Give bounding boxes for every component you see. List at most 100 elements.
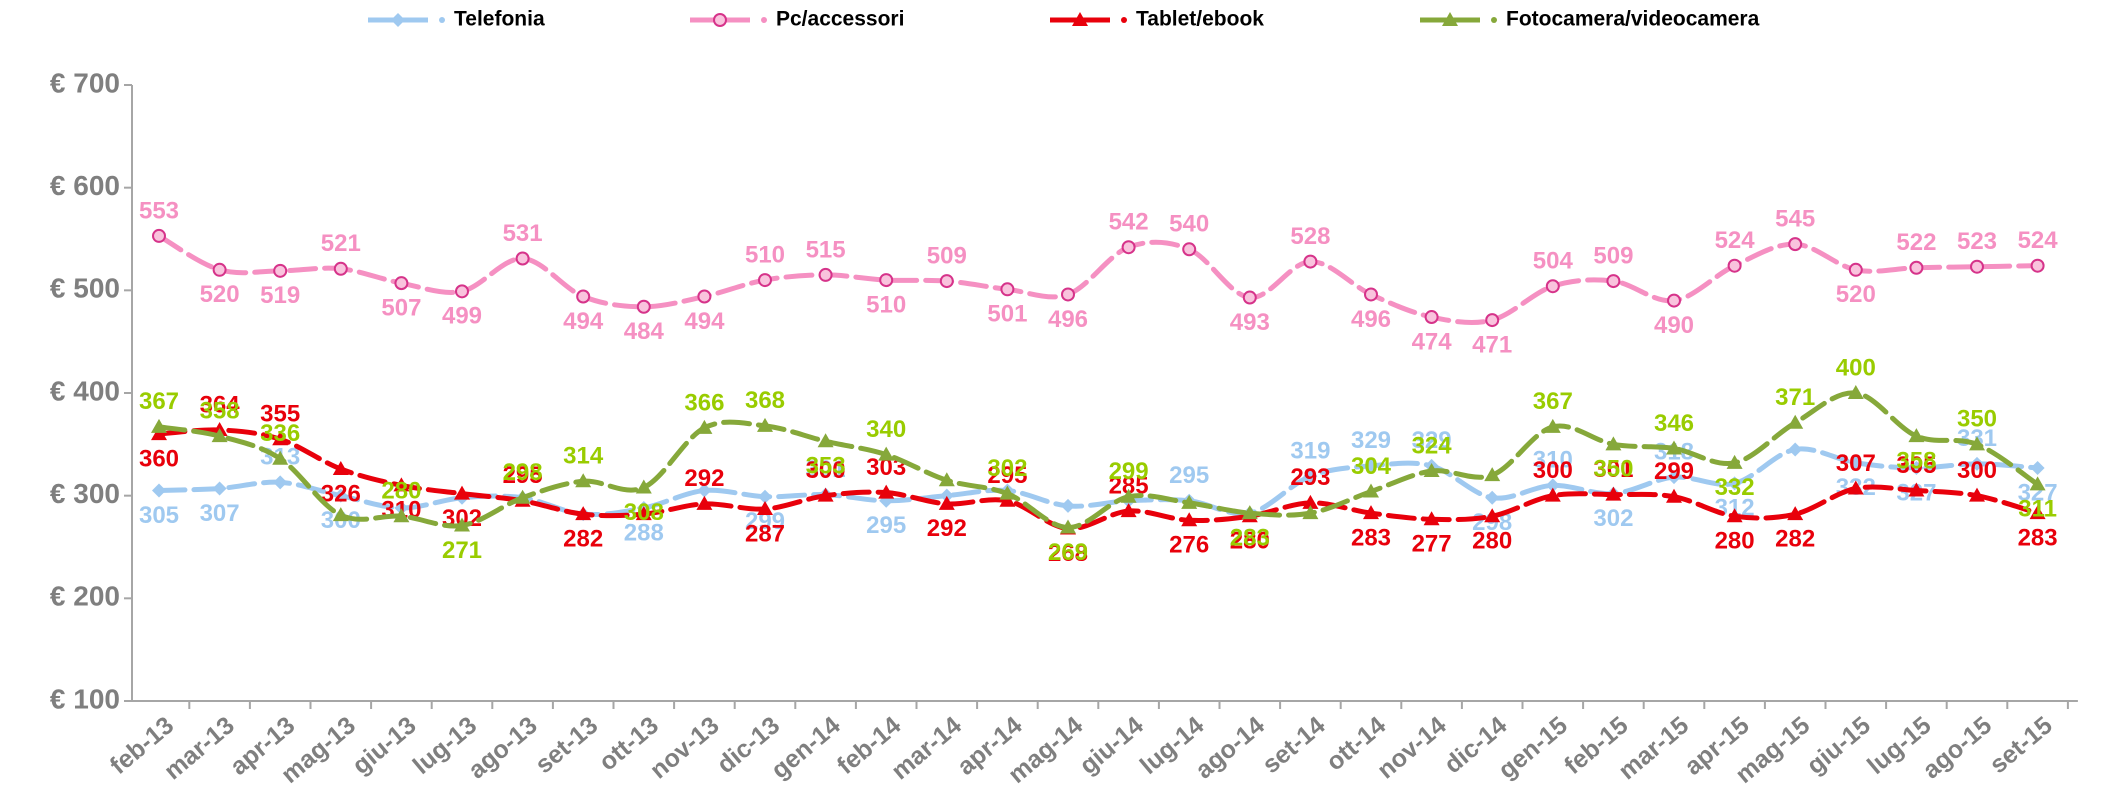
- data-label: 368: [745, 387, 785, 414]
- data-label: 329: [1351, 427, 1391, 454]
- x-tick-label: nov-14: [1372, 711, 1452, 784]
- legend-dot: [1121, 17, 1127, 23]
- data-label: 367: [139, 388, 179, 415]
- data-point: [1969, 436, 1985, 451]
- data-point: [1727, 476, 1742, 491]
- data-point: [817, 487, 834, 502]
- data-point: [1302, 494, 1319, 509]
- data-point: [1908, 428, 1925, 443]
- data-label: 292: [684, 465, 724, 492]
- x-tick-label: set-13: [530, 711, 603, 779]
- data-point: [817, 433, 834, 448]
- series-line: [156, 446, 2041, 518]
- data-label: 301: [1593, 456, 1633, 483]
- x-tick-label: gen-15: [1493, 711, 1573, 784]
- data-point: [879, 273, 894, 288]
- data-point: [1667, 293, 1681, 308]
- data-point: [757, 501, 773, 516]
- data-label: 520: [1836, 281, 1876, 308]
- data-label: 308: [624, 499, 664, 526]
- series: 553 520 519 521 507 499 531 494 484 494 510 515 510 5…: [139, 197, 2058, 358]
- data-label: 522: [1896, 229, 1936, 256]
- data-label: 299: [1654, 458, 1694, 485]
- legend-label: Fotocamera/videocamera: [1506, 8, 1760, 31]
- data-point: [394, 500, 409, 515]
- data-label: 355: [260, 401, 300, 428]
- data-label: 336: [260, 420, 300, 447]
- data-label: 292: [927, 515, 967, 542]
- data-label: 307: [1836, 450, 1876, 477]
- data-point: [818, 267, 833, 282]
- data-label: 271: [442, 537, 482, 564]
- data-label: 524: [2018, 227, 2059, 254]
- data-label: 499: [442, 303, 482, 330]
- data-label: 283: [1351, 524, 1391, 551]
- y-tick-label: € 300: [50, 478, 120, 509]
- series-line: [156, 233, 2041, 326]
- y-tick-label: € 200: [50, 581, 120, 612]
- data-point: [939, 274, 954, 289]
- data-point: [1484, 467, 1501, 482]
- data-label: 302: [1593, 505, 1633, 532]
- data-point: [393, 477, 410, 492]
- data-point: [1545, 279, 1560, 294]
- data-point: [575, 506, 592, 521]
- data-point: [1666, 440, 1682, 455]
- data-label: 350: [1593, 456, 1633, 483]
- data-point: [332, 507, 349, 522]
- data-label: 501: [987, 301, 1027, 328]
- data-label: 510: [745, 241, 785, 268]
- data-point: [2029, 476, 2046, 491]
- data-point: [394, 276, 409, 291]
- data-label: 519: [260, 282, 300, 309]
- data-label: 496: [1048, 306, 1088, 333]
- data-point: [1847, 385, 1864, 399]
- legend-dot: [1491, 17, 1497, 23]
- data-label: 280: [1472, 528, 1512, 555]
- data-point: [878, 446, 895, 461]
- data-label: 329: [1412, 427, 1452, 454]
- series-line: [156, 390, 2041, 530]
- legend-item: Tablet/ebook: [1050, 8, 1264, 31]
- data-point: [1727, 258, 1742, 273]
- data-label: 350: [1957, 406, 1997, 433]
- data-point: [1667, 470, 1681, 485]
- data-label: 493: [1230, 309, 1270, 336]
- data-point: [272, 450, 289, 465]
- data-point: [455, 284, 469, 299]
- data-point: [1969, 487, 1985, 502]
- data-label: 300: [1957, 457, 1997, 484]
- data-point: [1848, 455, 1863, 470]
- data-point: [1605, 486, 1622, 501]
- data-point: [273, 475, 288, 490]
- data-label: 283: [1230, 524, 1270, 551]
- data-point: [1970, 456, 1984, 471]
- data-point: [1303, 254, 1318, 269]
- x-tick-label: ago-14: [1190, 711, 1270, 784]
- data-label: 358: [1896, 447, 1936, 474]
- x-tick-label: mar-13: [159, 711, 240, 785]
- data-point: [514, 489, 531, 504]
- data-label: 287: [745, 520, 785, 547]
- x-tick-label: giu-13: [347, 711, 421, 780]
- y-tick-label: € 700: [50, 67, 120, 98]
- data-point: [757, 417, 773, 432]
- data-label: 504: [1533, 248, 1574, 275]
- legend-item: Fotocamera/videocamera: [1420, 8, 1760, 31]
- x-tick-label: mar-15: [1613, 711, 1694, 785]
- data-point: [212, 481, 227, 496]
- data-point: [1909, 460, 1924, 475]
- data-label: 496: [1351, 306, 1391, 333]
- data-label: 340: [866, 416, 906, 443]
- data-label: 400: [1836, 354, 1876, 381]
- data-label: 531: [503, 220, 543, 247]
- series-line: [156, 427, 2041, 532]
- data-label: 520: [200, 281, 240, 308]
- data-point: [2030, 460, 2045, 475]
- data-point: [938, 472, 955, 487]
- data-label: 540: [1169, 211, 1209, 238]
- legend-label: Tablet/ebook: [1136, 8, 1264, 31]
- y-tick-label: € 600: [50, 170, 120, 201]
- data-label: 311: [2018, 496, 2057, 523]
